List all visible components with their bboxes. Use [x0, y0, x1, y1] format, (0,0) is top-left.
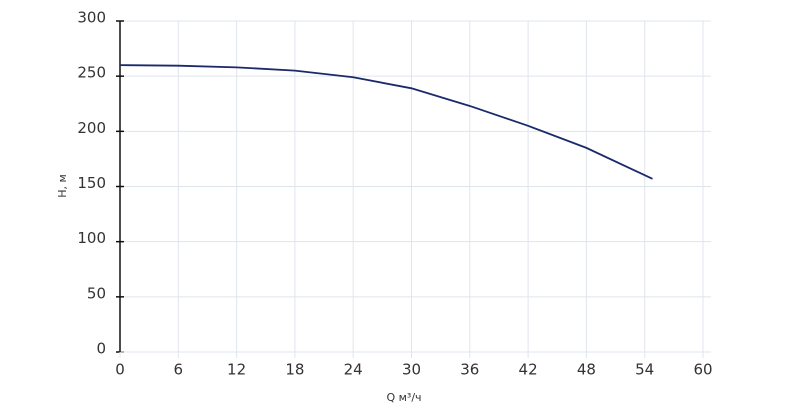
y-tick-label: 300 — [77, 9, 106, 27]
x-tick-label: 6 — [174, 361, 184, 379]
x-axis-label: Q м³/ч — [386, 391, 421, 404]
y-tick-label: 50 — [87, 284, 106, 302]
x-tick-label: 36 — [460, 361, 479, 379]
x-tick-label: 54 — [635, 361, 654, 379]
y-tick-label: 250 — [77, 64, 106, 82]
y-tick-label: 150 — [77, 174, 106, 192]
y-tick-label: 200 — [77, 119, 106, 137]
x-tick-label: 12 — [227, 361, 246, 379]
x-tick-label: 42 — [519, 361, 538, 379]
y-axis-label: H, м — [56, 174, 69, 198]
x-tick-label: 18 — [285, 361, 304, 379]
x-tick-label: 0 — [115, 361, 125, 379]
series-line — [119, 64, 653, 180]
y-tick-label: 0 — [96, 340, 106, 358]
x-tick-label: 24 — [344, 361, 363, 379]
y-tick-label: 100 — [77, 229, 106, 247]
x-tick-label: 30 — [402, 361, 421, 379]
x-tick-label: 48 — [577, 361, 596, 379]
x-tick-label: 60 — [693, 361, 712, 379]
